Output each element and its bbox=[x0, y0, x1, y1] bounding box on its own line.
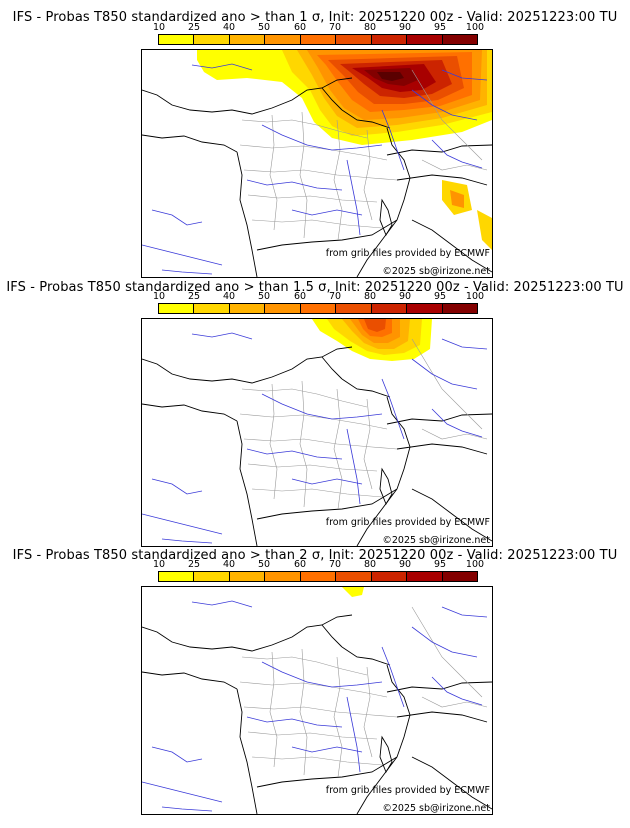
source-text: from grib files provided by ECMWF bbox=[326, 517, 490, 528]
legend-tick-label: 95 bbox=[433, 22, 447, 33]
legend-tick-label: 80 bbox=[363, 291, 377, 302]
map-panel-1: IFS - Probas T850 standardized ano > tha… bbox=[0, 0, 630, 280]
rivers bbox=[142, 600, 488, 812]
legend-swatch bbox=[265, 304, 301, 313]
legend-swatch bbox=[407, 35, 443, 44]
country-borders bbox=[142, 77, 492, 277]
region-borders bbox=[239, 338, 488, 510]
legend-tick-label: 100 bbox=[465, 559, 485, 570]
legend-tick-label: 95 bbox=[433, 291, 447, 302]
probability-field bbox=[312, 319, 432, 361]
legend-swatch bbox=[194, 304, 230, 313]
legend-tick-label: 90 bbox=[398, 559, 412, 570]
legend-tick-label: 25 bbox=[187, 291, 201, 302]
region-borders bbox=[239, 69, 488, 241]
legend-tick-label: 60 bbox=[293, 291, 307, 302]
color-legend-bar bbox=[158, 34, 478, 45]
country-borders bbox=[142, 614, 492, 814]
legend-tick-label: 10 bbox=[152, 559, 166, 570]
map-canvas: from grib files provided by ECMWF ©2025 … bbox=[142, 50, 492, 277]
panel-title: IFS - Probas T850 standardized ano > tha… bbox=[12, 10, 618, 25]
map-panel-3: IFS - Probas T850 standardized ano > tha… bbox=[0, 548, 630, 828]
region-borders bbox=[239, 606, 488, 778]
legend-swatch bbox=[300, 572, 337, 581]
panel-title: IFS - Probas T850 standardized ano > tha… bbox=[6, 280, 624, 295]
legend-swatch bbox=[194, 35, 230, 44]
legend-tick-label: 70 bbox=[328, 22, 342, 33]
legend-swatch bbox=[371, 304, 408, 313]
legend-swatch bbox=[336, 35, 372, 44]
legend-tick-label: 95 bbox=[433, 559, 447, 570]
legend-tick-label: 50 bbox=[257, 22, 271, 33]
legend-swatch bbox=[300, 35, 337, 44]
color-legend-bar bbox=[158, 303, 478, 314]
credit-text: ©2025 sb@irizone.net bbox=[382, 266, 490, 277]
legend-tick-label: 70 bbox=[328, 559, 342, 570]
map-frame: from grib files provided by ECMWF ©2025 … bbox=[141, 586, 493, 815]
legend-swatch bbox=[407, 304, 443, 313]
legend-tick-label: 60 bbox=[293, 559, 307, 570]
legend-swatch bbox=[229, 35, 266, 44]
map-canvas: from grib files provided by ECMWF ©2025 … bbox=[142, 587, 492, 814]
legend-swatch bbox=[229, 304, 266, 313]
panel-title: IFS - Probas T850 standardized ano > tha… bbox=[12, 548, 618, 563]
map-canvas: from grib files provided by ECMWF ©2025 … bbox=[142, 319, 492, 546]
legend-swatch bbox=[442, 572, 477, 581]
credit-text: ©2025 sb@irizone.net bbox=[382, 803, 490, 814]
legend-swatch bbox=[194, 572, 230, 581]
legend-tick-label: 40 bbox=[222, 559, 236, 570]
legend-swatch bbox=[265, 35, 301, 44]
legend-swatch bbox=[442, 304, 477, 313]
credit-text: ©2025 sb@irizone.net bbox=[382, 535, 490, 546]
rivers bbox=[142, 332, 488, 544]
legend-tick-label: 40 bbox=[222, 291, 236, 302]
legend-tick-label: 40 bbox=[222, 22, 236, 33]
map-panel-2: IFS - Probas T850 standardized ano > tha… bbox=[0, 280, 630, 550]
legend-tick-label: 50 bbox=[257, 291, 271, 302]
legend-tick-label: 50 bbox=[257, 559, 271, 570]
legend-tick-label: 100 bbox=[465, 22, 485, 33]
rivers bbox=[142, 63, 488, 275]
map-frame: from grib files provided by ECMWF ©2025 … bbox=[141, 318, 493, 547]
legend-tick-label: 90 bbox=[398, 22, 412, 33]
legend-tick-label: 10 bbox=[152, 22, 166, 33]
color-legend-bar bbox=[158, 571, 478, 582]
source-text: from grib files provided by ECMWF bbox=[326, 785, 490, 796]
legend-swatch bbox=[159, 572, 195, 581]
legend-swatch bbox=[300, 304, 337, 313]
map-frame: from grib files provided by ECMWF ©2025 … bbox=[141, 49, 493, 278]
legend-swatch bbox=[159, 35, 195, 44]
legend-swatch bbox=[371, 35, 408, 44]
legend-swatch bbox=[336, 572, 372, 581]
legend-swatch bbox=[336, 304, 372, 313]
legend-swatch bbox=[442, 35, 477, 44]
legend-swatch bbox=[159, 304, 195, 313]
legend-swatch bbox=[229, 572, 266, 581]
legend-tick-label: 80 bbox=[363, 559, 377, 570]
source-text: from grib files provided by ECMWF bbox=[326, 248, 490, 259]
legend-swatch bbox=[265, 572, 301, 581]
legend-tick-label: 10 bbox=[152, 291, 166, 302]
legend-tick-label: 60 bbox=[293, 22, 307, 33]
probability-field bbox=[342, 587, 364, 597]
legend-swatch bbox=[407, 572, 443, 581]
legend-tick-label: 90 bbox=[398, 291, 412, 302]
legend-tick-label: 80 bbox=[363, 22, 377, 33]
legend-tick-label: 70 bbox=[328, 291, 342, 302]
legend-tick-label: 25 bbox=[187, 22, 201, 33]
legend-tick-label: 100 bbox=[465, 291, 485, 302]
country-borders bbox=[142, 346, 492, 546]
legend-swatch bbox=[371, 572, 408, 581]
legend-tick-label: 25 bbox=[187, 559, 201, 570]
